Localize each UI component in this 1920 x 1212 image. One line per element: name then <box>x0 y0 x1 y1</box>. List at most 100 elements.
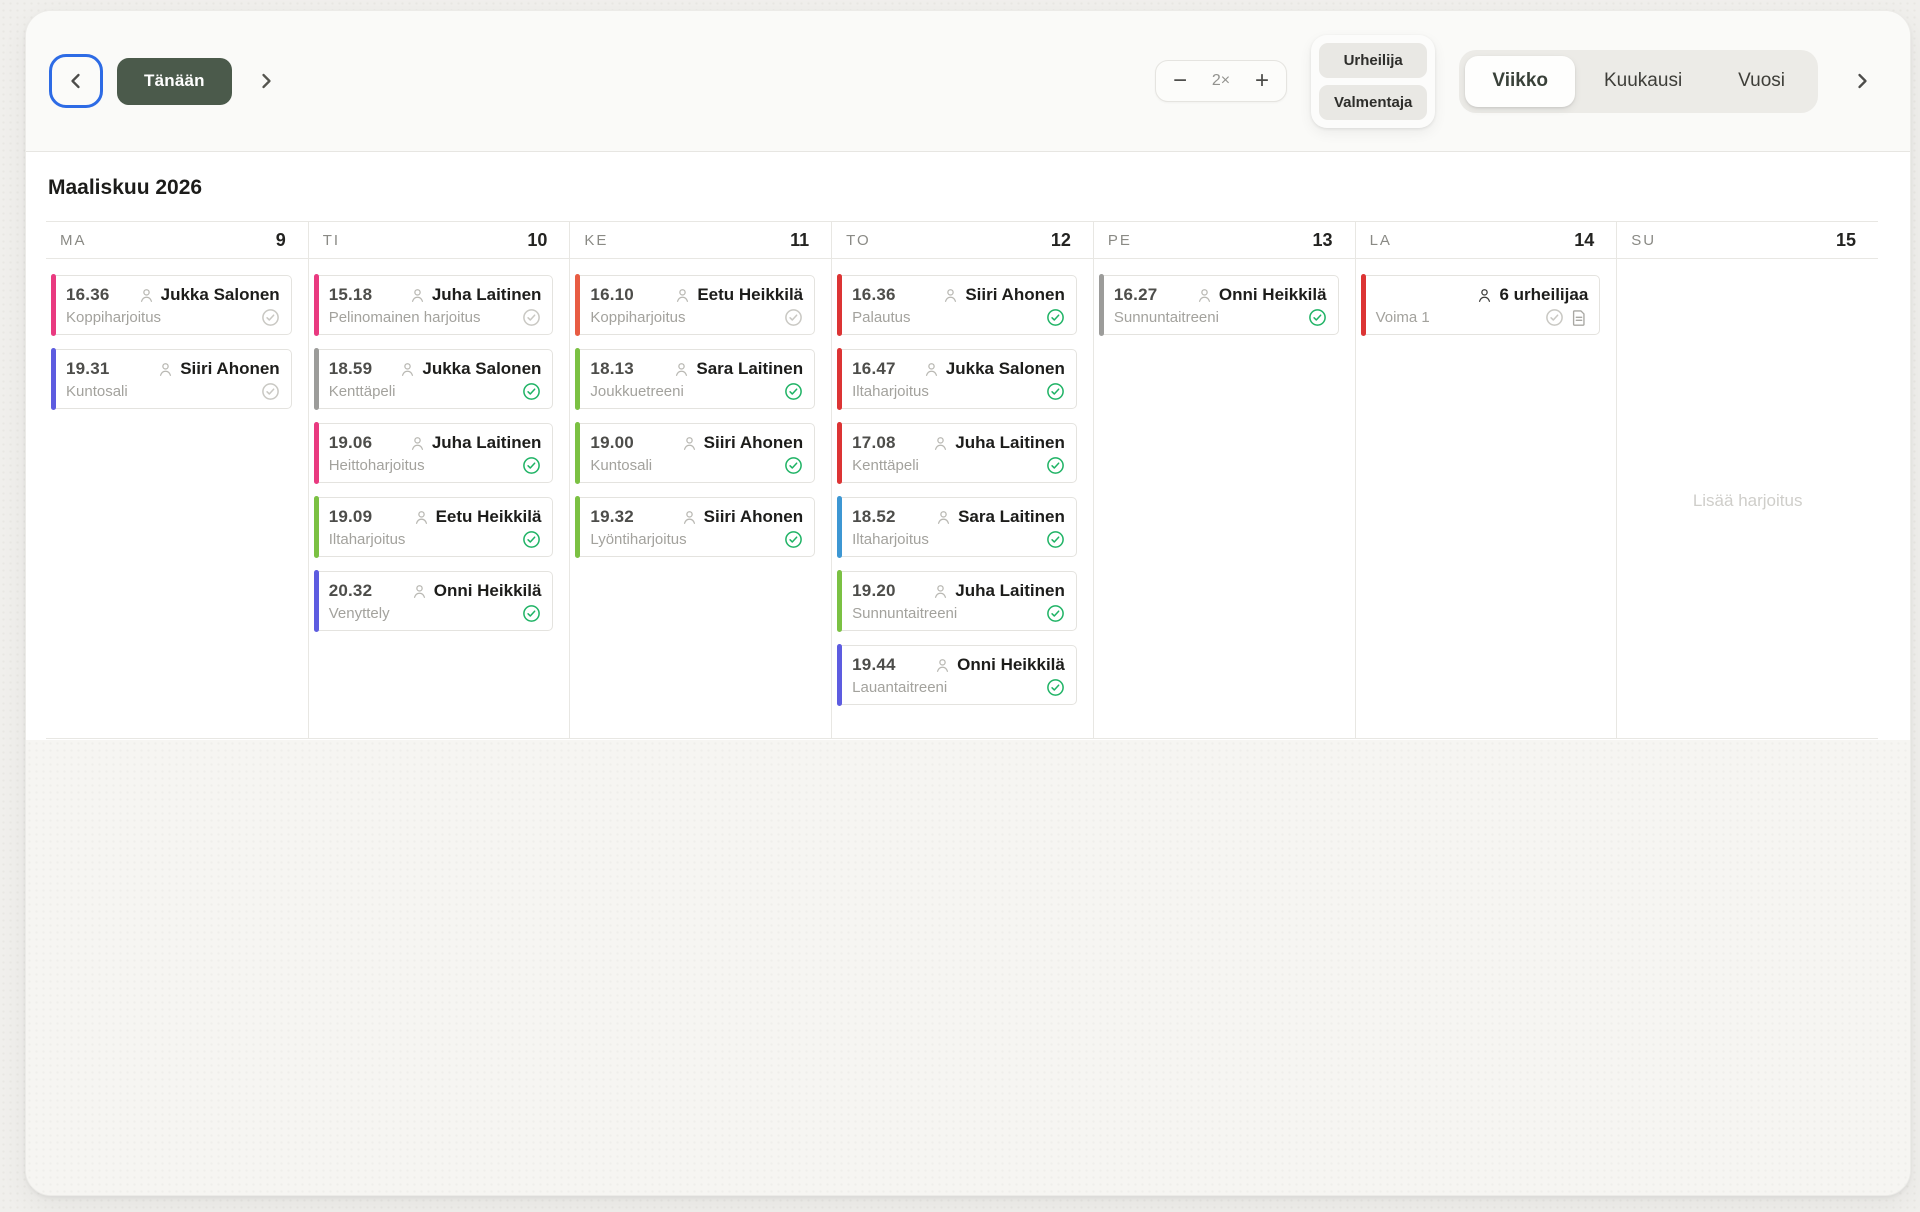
event-accent-bar <box>1098 274 1104 336</box>
event-person: Sara Laitinen <box>935 507 1065 527</box>
day-column-la: 6 urheilijaa Voima 1 <box>1354 259 1617 738</box>
tab-month[interactable]: Kuukausi <box>1577 56 1709 107</box>
month-title: Maaliskuu 2026 <box>48 176 203 199</box>
event-accent-bar <box>51 348 56 410</box>
person-icon <box>399 361 416 378</box>
status-check-icon <box>1046 530 1065 549</box>
event-status <box>522 308 541 327</box>
event-activity: Sunnuntaitreeni <box>852 605 958 622</box>
event-person-name: Jukka Salonen <box>160 285 280 304</box>
event-status <box>261 308 280 327</box>
status-check-icon <box>784 530 803 549</box>
add-training-button[interactable]: Lisää harjoitus <box>1692 491 1803 510</box>
event-card[interactable]: 17.08 Juha Laitinen Kenttäpeli <box>837 422 1077 484</box>
event-time: 16.10 <box>590 285 634 304</box>
event-status <box>1046 604 1065 623</box>
person-icon <box>1196 287 1213 304</box>
role-athlete-button[interactable]: Urheilija <box>1318 42 1428 78</box>
event-card[interactable]: 16.27 Onni Heikkilä Sunnuntaitreeni <box>1098 274 1339 336</box>
event-activity: Iltaharjoitus <box>328 531 406 548</box>
event-accent-bar <box>51 274 56 336</box>
event-status <box>784 308 803 327</box>
day-column-pe: 16.27 Onni Heikkilä Sunnuntaitreeni <box>1092 259 1355 738</box>
event-person: Onni Heikkilä <box>1196 285 1327 305</box>
event-person-name: Onni Heikkilä <box>433 581 542 600</box>
forward-button[interactable] <box>1842 61 1882 101</box>
event-person: 6 urheilijaa <box>1476 285 1588 305</box>
person-icon <box>932 583 949 600</box>
event-person: Siiri Ahonen <box>942 285 1065 305</box>
person-icon <box>934 657 951 674</box>
event-person: Siiri Ahonen <box>681 507 803 527</box>
status-check-icon <box>522 604 541 623</box>
day-abbr: TO <box>846 231 871 249</box>
zoom-level: 2× <box>1211 72 1231 89</box>
day-column-to: 16.36 Siiri Ahonen Palautus 16.47 Jukka Salo… <box>831 259 1093 738</box>
event-card[interactable]: 16.36 Siiri Ahonen Palautus <box>837 274 1077 336</box>
event-status <box>522 382 541 401</box>
event-accent-bar <box>575 496 581 558</box>
zoom-in-button[interactable]: + <box>1242 61 1282 101</box>
event-card[interactable]: 19.09 Eetu Heikkilä Iltaharjoitus <box>313 496 554 558</box>
today-button[interactable]: Tänään <box>117 57 232 105</box>
day-number: 15 <box>1835 229 1856 250</box>
day-abbr: TI <box>322 231 341 249</box>
status-check-icon <box>522 382 541 401</box>
event-status <box>1046 530 1065 549</box>
next-week-button[interactable] <box>246 61 286 101</box>
event-card[interactable]: 20.32 Onni Heikkilä Venyttely <box>313 570 554 632</box>
event-status <box>1545 308 1588 327</box>
event-person-name: Eetu Heikkilä <box>697 285 804 304</box>
day-header-la: LA 14 <box>1354 222 1617 258</box>
event-person: Siiri Ahonen <box>157 359 280 379</box>
status-check-icon <box>1046 382 1065 401</box>
event-activity: Sunnuntaitreeni <box>1113 309 1219 326</box>
date-navigation: Tänään <box>49 54 286 108</box>
event-card[interactable]: 19.00 Siiri Ahonen Kuntosali <box>575 422 816 484</box>
event-person: Eetu Heikkilä <box>674 285 803 305</box>
view-switcher: Viikko Kuukausi Vuosi <box>1459 49 1818 113</box>
event-accent-bar <box>837 570 843 632</box>
event-time: 15.18 <box>328 285 373 304</box>
event-card[interactable]: 19.20 Juha Laitinen Sunnuntaitreeni <box>837 570 1077 632</box>
event-activity: Iltaharjoitus <box>852 531 929 548</box>
day-column-ma: 16.36 Jukka Salonen Koppiharjoitus 19.31 Sii… <box>46 259 308 738</box>
event-card[interactable]: 15.18 Juha Laitinen Pelinomainen harjoitus <box>313 274 554 336</box>
event-person-name: Juha Laitinen <box>955 581 1065 600</box>
event-card[interactable]: 19.06 Juha Laitinen Heittoharjoitus <box>313 422 554 484</box>
status-check-icon <box>1308 308 1327 327</box>
event-card[interactable]: 19.32 Siiri Ahonen Lyöntiharjoitus <box>575 496 816 558</box>
event-card[interactable]: 6 urheilijaa Voima 1 <box>1360 274 1601 336</box>
zoom-out-button[interactable]: − <box>1160 61 1200 101</box>
event-card[interactable]: 16.47 Jukka Salonen Iltaharjoitus <box>837 348 1077 410</box>
event-person: Juha Laitinen <box>932 433 1065 453</box>
event-accent-bar <box>313 496 319 558</box>
event-card[interactable]: 18.59 Jukka Salonen Kenttäpeli <box>313 348 554 410</box>
event-time: 16.36 <box>852 285 896 304</box>
event-card[interactable]: 19.44 Onni Heikkilä Lauantaitreeni <box>837 644 1077 706</box>
tab-year[interactable]: Vuosi <box>1711 56 1812 107</box>
status-check-icon <box>784 456 803 475</box>
event-accent-bar <box>837 644 843 706</box>
status-check-icon <box>1046 604 1065 623</box>
event-status <box>522 604 541 623</box>
event-card[interactable]: 18.52 Sara Laitinen Iltaharjoitus <box>837 496 1077 558</box>
day-header-ti: TI 10 <box>307 222 570 258</box>
note-document-icon <box>1570 309 1588 327</box>
event-accent-bar <box>313 348 319 410</box>
prev-week-button[interactable] <box>49 54 103 108</box>
event-time: 18.59 <box>328 359 373 378</box>
role-coach-button[interactable]: Valmentaja <box>1318 84 1428 120</box>
event-card[interactable]: 19.31 Siiri Ahonen Kuntosali <box>51 348 292 410</box>
event-status <box>1046 308 1065 327</box>
event-person: Sara Laitinen <box>673 359 803 379</box>
event-card[interactable]: 16.36 Jukka Salonen Koppiharjoitus <box>51 274 292 336</box>
event-card[interactable]: 18.13 Sara Laitinen Joukkuetreeni <box>575 348 816 410</box>
event-activity: Voima 1 <box>1375 309 1430 326</box>
person-icon <box>413 509 430 526</box>
event-person: Onni Heikkilä <box>934 655 1065 675</box>
day-abbr: KE <box>584 231 609 249</box>
grid-empty-area <box>26 740 1910 1195</box>
event-card[interactable]: 16.10 Eetu Heikkilä Koppiharjoitus <box>575 274 816 336</box>
tab-week[interactable]: Viikko <box>1465 55 1575 107</box>
